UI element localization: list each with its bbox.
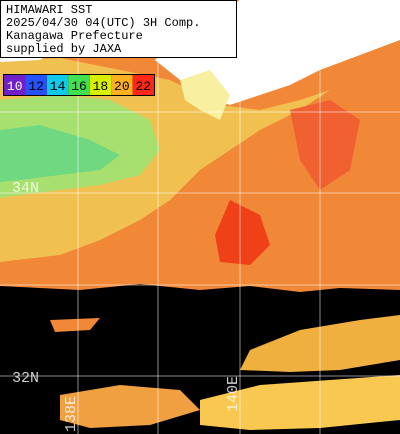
sea-streak	[50, 318, 100, 332]
lon-label: 138E	[63, 396, 80, 432]
scale-label: 14	[50, 79, 66, 94]
scale-label: 20	[114, 79, 130, 94]
sea-hot	[290, 100, 360, 190]
scale-cell	[46, 75, 69, 95]
scale-label: 10	[7, 79, 23, 94]
header-line: Kanagawa Prefecture	[6, 29, 143, 43]
scale-label: 22	[135, 79, 151, 94]
lat-label: 32N	[12, 370, 39, 387]
scale-label: 12	[28, 79, 44, 94]
sea-hot	[215, 200, 270, 265]
scale-cell	[25, 75, 47, 95]
sea-cold	[0, 125, 120, 182]
sea-mild	[180, 70, 230, 120]
header-box	[0, 0, 237, 58]
lat-label: 34N	[12, 180, 39, 197]
scale-cell	[111, 75, 133, 95]
scale-cell	[4, 75, 26, 95]
header-line: supplied by JAXA	[6, 42, 122, 56]
header-line: HIMAWARI SST	[6, 3, 92, 17]
scale-cell	[68, 75, 90, 95]
scale-cell	[132, 75, 154, 95]
lon-label: 140E	[225, 376, 242, 412]
scale-label: 16	[71, 79, 87, 94]
scale-label: 18	[93, 79, 109, 94]
sea-streak	[60, 385, 200, 428]
scale-cell	[89, 75, 112, 95]
header-line: 2025/04/30 04(UTC) 3H Comp.	[6, 16, 200, 30]
color-scale: 10 12 14 16 18 20 22	[3, 74, 155, 96]
sea-streak	[200, 375, 400, 430]
